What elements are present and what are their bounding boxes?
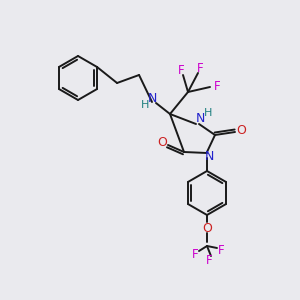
- Text: H: H: [204, 108, 212, 118]
- Text: N: N: [204, 149, 214, 163]
- Text: H: H: [141, 100, 149, 110]
- Text: F: F: [192, 248, 198, 260]
- Text: F: F: [214, 80, 220, 92]
- Text: F: F: [206, 254, 212, 266]
- Text: F: F: [197, 61, 203, 74]
- Text: F: F: [218, 244, 224, 256]
- Text: O: O: [157, 136, 167, 149]
- Text: N: N: [195, 112, 205, 125]
- Text: O: O: [202, 223, 212, 236]
- Text: O: O: [236, 124, 246, 137]
- Text: N: N: [147, 92, 157, 106]
- Text: F: F: [178, 64, 184, 76]
